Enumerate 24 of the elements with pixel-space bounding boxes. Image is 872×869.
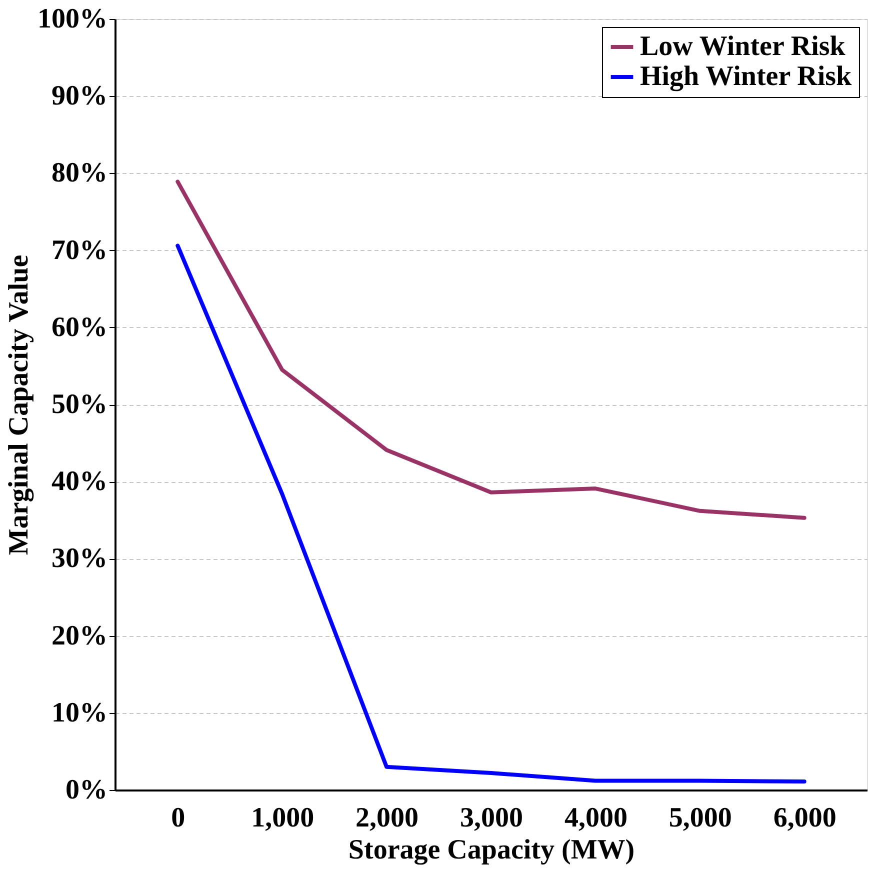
y-tick-label: 10% [52,697,108,728]
line-series [176,180,806,520]
x-tick-label: 0 [171,802,186,834]
y-tick-label: 70% [52,234,108,266]
legend-label: High Winter Risk [640,61,852,92]
y-tick-label: 20% [52,620,108,652]
x-tick-label: 2,000 [356,802,419,834]
x-tick-label: 1,000 [251,802,314,834]
y-tick-label: 40% [52,466,108,498]
x-tick-label: 5,000 [668,802,732,834]
y-tick-label: 50% [52,389,108,420]
line-series [176,244,806,784]
y-tick-label: 0% [66,774,108,806]
y-tick-label: 100% [38,4,108,34]
legend-label: Low Winter Risk [640,31,846,62]
y-tick-label: 60% [52,312,108,343]
y-tick-label: 80% [52,158,108,189]
x-tick-label: 4,000 [564,802,628,834]
x-axis-title: Storage Capacity (MW) [348,834,635,866]
y-axis-title: Marginal Capacity Value [4,254,34,556]
y-tick-label: 30% [52,543,108,574]
x-tick-label: 3,000 [460,802,523,834]
x-tick-label: 6,000 [773,802,836,834]
y-tick-label: 90% [52,80,108,112]
